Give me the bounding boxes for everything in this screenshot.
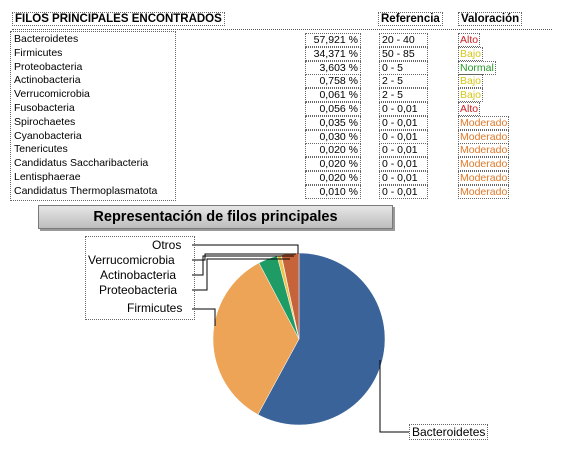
row-assessment: Alto	[458, 33, 481, 47]
row-percentage: 3,603 %	[305, 60, 361, 75]
row-reference: 0 - 5	[379, 60, 428, 75]
pie-slice-bacteroidetes	[257, 252, 386, 426]
row-percentage: 0,035 %	[305, 115, 361, 130]
row-phylum-name: Lentisphaerae	[14, 171, 81, 183]
row-percentage: 0,020 %	[305, 157, 361, 172]
row-phylum-name: Actinobacteria	[14, 74, 81, 87]
row-reference: 0 - 0,01	[379, 102, 428, 116]
label-verrucomicrobia: Verrucomicrobia	[88, 253, 175, 267]
row-reference: 50 - 85	[379, 46, 428, 61]
leader-actinobacteria	[192, 255, 294, 276]
row-assessment: Bajo	[458, 88, 484, 103]
row-percentage: 0,758 %	[305, 74, 361, 89]
leader-proteobacteria	[192, 258, 290, 291]
row-assessment: Alto	[458, 102, 481, 116]
row-assessment: Bajo	[458, 74, 484, 89]
leader-otros	[192, 244, 299, 254]
row-reference: 0 - 0,01	[379, 143, 428, 158]
header-referencia: Referencia	[378, 12, 443, 26]
header-rule	[12, 29, 552, 30]
row-assessment: Normal	[458, 60, 496, 75]
label-bacteroidetes: Bacteroidetes	[409, 424, 489, 440]
pie-labels-box	[85, 236, 195, 320]
row-phylum-name: Bacteroidetes	[14, 33, 79, 45]
row-phylum-name: Tenericutes	[14, 143, 68, 156]
row-assessment: Moderado	[458, 171, 510, 185]
row-reference: 0 - 0,01	[379, 157, 428, 172]
name-column-frame	[10, 31, 176, 201]
label-actinobacteria: Actinobacteria	[100, 268, 177, 282]
row-reference: 20 - 40	[379, 33, 428, 47]
label-otros: Otros	[152, 238, 182, 252]
row-percentage: 0,030 %	[305, 129, 361, 144]
row-phylum-name: Cyanobacteria	[14, 129, 82, 142]
pie-slice-firmicutes	[212, 262, 300, 415]
row-phylum-name: Fusobacteria	[14, 102, 75, 114]
row-phylum-name: Spirochaetes	[14, 115, 76, 128]
label-proteobacteria: Proteobacteria	[99, 283, 178, 297]
row-reference: 2 - 5	[379, 88, 428, 103]
row-assessment: Bajo	[458, 46, 484, 61]
row-phylum-name: Candidatus Thermoplasmatota	[14, 184, 158, 197]
row-assessment: Moderado	[458, 184, 510, 199]
row-assessment: Moderado	[458, 115, 510, 130]
header-filos: FILOS PRINCIPALES ENCONTRADOS	[12, 12, 225, 26]
row-phylum-name: Firmicutes	[14, 46, 63, 59]
row-reference: 0 - 0,01	[379, 129, 428, 144]
row-percentage: 0,010 %	[305, 184, 361, 199]
row-phylum-name: Verrucomicrobia	[14, 88, 90, 101]
leader-bacteroidetes	[379, 360, 409, 433]
pie-slice-otros	[281, 252, 300, 340]
row-reference: 0 - 0,01	[379, 184, 428, 199]
leader-firmicutes	[192, 308, 216, 326]
row-percentage: 57,921 %	[305, 33, 361, 47]
chart-title: Representación de filos principales	[38, 205, 393, 229]
row-phylum-name: Proteobacteria	[14, 60, 83, 73]
label-firmicutes: Firmicutes	[127, 301, 183, 315]
row-percentage: 0,061 %	[305, 88, 361, 103]
row-percentage: 0,020 %	[305, 171, 361, 185]
row-percentage: 34,371 %	[305, 46, 361, 61]
leader-verrucomicrobia	[192, 253, 296, 261]
row-reference: 0 - 0,01	[379, 115, 428, 130]
row-reference: 2 - 5	[379, 74, 428, 89]
row-assessment: Moderado	[458, 157, 510, 172]
header-valoracion: Valoración	[458, 12, 523, 26]
row-phylum-name: Candidatus Saccharibacteria	[14, 157, 149, 170]
row-assessment: Moderado	[458, 143, 510, 158]
row-reference: 0 - 0,01	[379, 171, 428, 185]
row-assessment: Moderado	[458, 129, 510, 144]
row-percentage: 0,020 %	[305, 143, 361, 158]
row-percentage: 0,056 %	[305, 102, 361, 116]
